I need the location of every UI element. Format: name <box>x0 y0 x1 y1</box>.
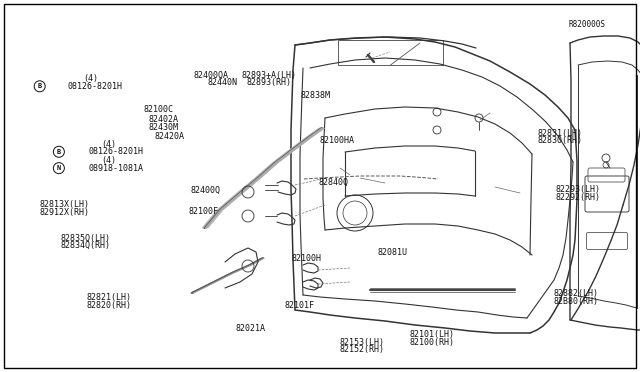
Text: 82100F: 82100F <box>189 207 219 216</box>
Text: 82100H: 82100H <box>291 254 321 263</box>
Text: 82820(RH): 82820(RH) <box>86 301 131 310</box>
Text: 82821(LH): 82821(LH) <box>86 293 131 302</box>
Text: 82292(RH): 82292(RH) <box>556 193 600 202</box>
Text: 82101F: 82101F <box>285 301 315 310</box>
Text: 82293(LH): 82293(LH) <box>556 185 600 194</box>
Text: 82838M: 82838M <box>301 92 331 100</box>
Text: 08918-1081A: 08918-1081A <box>88 164 143 173</box>
Text: 82834Q(RH): 82834Q(RH) <box>61 241 111 250</box>
Text: 82893(RH): 82893(RH) <box>246 78 291 87</box>
Text: 82081U: 82081U <box>378 248 408 257</box>
Text: 82830(RH): 82830(RH) <box>538 136 582 145</box>
Text: 82400Q: 82400Q <box>191 186 221 195</box>
Text: 82831(LH): 82831(LH) <box>538 129 582 138</box>
Text: 82912X(RH): 82912X(RH) <box>40 208 90 217</box>
Text: 82100HA: 82100HA <box>320 136 355 145</box>
Text: 82100C: 82100C <box>144 105 174 114</box>
Text: 82813X(LH): 82813X(LH) <box>40 200 90 209</box>
Text: 82400QA: 82400QA <box>193 71 228 80</box>
Text: B: B <box>57 149 61 155</box>
Text: 82021A: 82021A <box>236 324 266 333</box>
Text: R820000S: R820000S <box>568 20 605 29</box>
Text: 08126-8201H: 08126-8201H <box>88 147 143 156</box>
Text: (4): (4) <box>101 156 116 165</box>
Text: 82893+A(LH): 82893+A(LH) <box>242 71 297 80</box>
Text: 82100(RH): 82100(RH) <box>410 338 454 347</box>
Text: 82835Q(LH): 82835Q(LH) <box>61 234 111 243</box>
Text: (4): (4) <box>83 74 98 83</box>
Text: 82430M: 82430M <box>148 124 179 132</box>
Text: 82152(RH): 82152(RH) <box>339 345 384 354</box>
Text: (4): (4) <box>101 140 116 149</box>
Text: 82101(LH): 82101(LH) <box>410 330 454 339</box>
Text: 82153(LH): 82153(LH) <box>339 338 384 347</box>
Text: 82440N: 82440N <box>208 78 238 87</box>
Text: 82420A: 82420A <box>155 132 185 141</box>
Text: N: N <box>57 165 61 171</box>
Text: 82882(LH): 82882(LH) <box>554 289 598 298</box>
Text: 82402A: 82402A <box>148 115 179 124</box>
Text: 82B80(RH): 82B80(RH) <box>554 297 598 306</box>
Text: B: B <box>38 83 42 89</box>
Text: 08126-8201H: 08126-8201H <box>67 82 122 91</box>
Text: 82840Q: 82840Q <box>319 178 349 187</box>
